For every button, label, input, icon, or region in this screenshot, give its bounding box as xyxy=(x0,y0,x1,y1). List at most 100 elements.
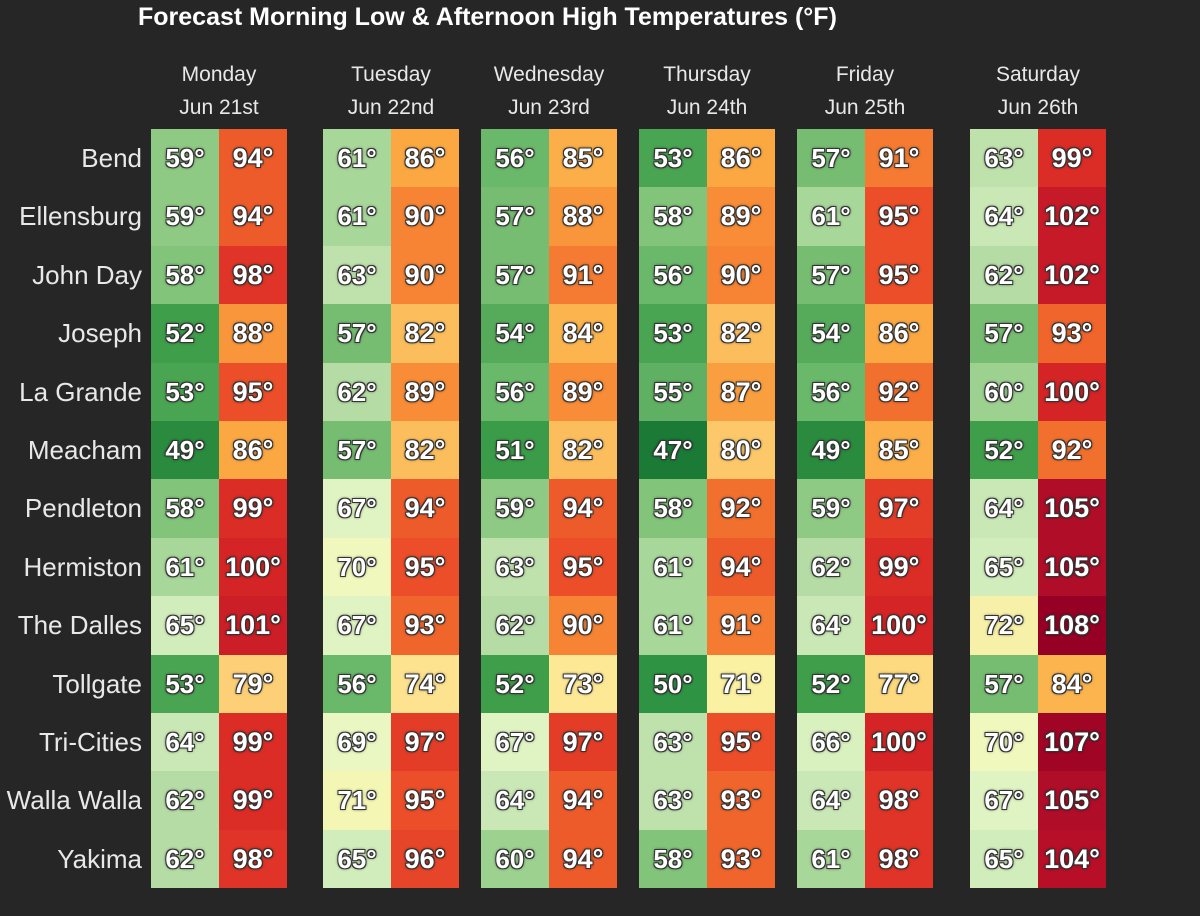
city-label: La Grande xyxy=(19,376,142,407)
low-temp-cell: 67° xyxy=(323,479,391,538)
high-temp-cell: 89° xyxy=(707,187,775,246)
low-temp-cell: 63° xyxy=(639,771,707,830)
low-temp-cell: 53° xyxy=(639,304,707,363)
high-temp-cell: 100° xyxy=(219,537,287,597)
high-temp-cell: 99° xyxy=(219,479,287,538)
low-temp-cell: 58° xyxy=(639,829,707,889)
high-temp-cell: 93° xyxy=(1038,304,1106,363)
high-temp-cell: 102° xyxy=(1038,187,1106,246)
high-temp-cell: 79° xyxy=(219,654,287,713)
high-temp-cell: 105° xyxy=(1038,537,1106,597)
low-temp-cell: 62° xyxy=(323,362,391,421)
low-temp-cell: 56° xyxy=(639,245,707,305)
city-label: John Day xyxy=(32,259,142,290)
high-temp-cell: 94° xyxy=(549,829,617,889)
low-temp-cell: 64° xyxy=(481,771,549,830)
high-temp-cell: 73° xyxy=(549,654,617,713)
high-temp-cell: 90° xyxy=(391,187,459,246)
low-temp-cell: 61° xyxy=(639,596,707,655)
high-temp-cell: 98° xyxy=(865,829,933,889)
day-header: Saturday Jun 26th xyxy=(968,58,1108,124)
high-temp-cell: 104° xyxy=(1038,829,1106,889)
low-temp-cell: 64° xyxy=(797,771,865,830)
low-temp-cell: 56° xyxy=(481,362,549,421)
high-temp-cell: 82° xyxy=(707,304,775,363)
low-temp-cell: 54° xyxy=(481,304,549,363)
day-name: Tuesday xyxy=(351,63,431,86)
chart-title: Forecast Morning Low & Afternoon High Te… xyxy=(138,3,837,31)
low-temp-cell: 47° xyxy=(639,421,707,480)
high-temp-cell: 93° xyxy=(707,829,775,889)
high-temp-cell: 108° xyxy=(1038,596,1106,655)
low-temp-cell: 53° xyxy=(151,654,219,713)
day-header: Monday Jun 21st xyxy=(149,58,289,124)
low-temp-cell: 53° xyxy=(151,362,219,421)
high-temp-cell: 90° xyxy=(707,245,775,305)
low-temp-cell: 59° xyxy=(151,129,219,188)
city-label: Tri-Cities xyxy=(38,727,142,757)
city-label: Walla Walla xyxy=(6,785,142,816)
city-label: Pendleton xyxy=(24,493,142,524)
low-temp-cell: 64° xyxy=(970,187,1038,246)
high-temp-cell: 93° xyxy=(707,771,775,830)
high-temp-cell: 98° xyxy=(865,771,933,830)
low-temp-cell: 57° xyxy=(481,187,549,246)
city-label: Joseph xyxy=(58,318,142,349)
low-temp-cell: 52° xyxy=(797,654,865,713)
high-temp-cell: 97° xyxy=(549,713,617,772)
high-temp-cell: 92° xyxy=(707,479,775,538)
low-temp-cell: 66° xyxy=(797,713,865,772)
low-temp-cell: 57° xyxy=(797,129,865,188)
low-temp-cell: 57° xyxy=(481,245,549,305)
high-temp-cell: 94° xyxy=(549,771,617,830)
high-temp-cell: 97° xyxy=(391,713,459,772)
low-temp-cell: 61° xyxy=(797,187,865,246)
low-temp-cell: 60° xyxy=(970,362,1038,421)
high-temp-cell: 105° xyxy=(1038,479,1106,538)
low-temp-cell: 52° xyxy=(970,421,1038,480)
low-temp-cell: 61° xyxy=(797,829,865,889)
low-temp-cell: 72° xyxy=(970,596,1038,655)
low-temp-cell: 57° xyxy=(797,245,865,305)
low-temp-cell: 50° xyxy=(639,654,707,713)
day-date: Jun 23rd xyxy=(508,96,590,119)
low-temp-cell: 64° xyxy=(151,713,219,772)
city-label: Bend xyxy=(81,143,142,173)
high-temp-cell: 86° xyxy=(391,129,459,188)
day-date: Jun 24th xyxy=(666,96,748,119)
high-temp-cell: 95° xyxy=(865,187,933,246)
city-label: Ellensburg xyxy=(19,201,142,232)
low-temp-cell: 59° xyxy=(151,187,219,246)
low-temp-cell: 62° xyxy=(797,537,865,597)
high-temp-cell: 95° xyxy=(865,245,933,305)
low-temp-cell: 65° xyxy=(970,829,1038,889)
day-header: Friday Jun 25th xyxy=(795,58,935,124)
high-temp-cell: 94° xyxy=(707,537,775,597)
low-temp-cell: 58° xyxy=(151,245,219,305)
high-temp-cell: 74° xyxy=(391,654,459,713)
low-temp-cell: 56° xyxy=(481,129,549,188)
high-temp-cell: 92° xyxy=(1038,421,1106,480)
low-temp-cell: 62° xyxy=(970,245,1038,305)
day-name: Wednesday xyxy=(493,63,605,86)
low-temp-cell: 61° xyxy=(323,187,391,246)
day-date: Jun 26th xyxy=(997,96,1079,119)
high-temp-cell: 82° xyxy=(549,421,617,480)
low-temp-cell: 67° xyxy=(323,596,391,655)
day-name: Thursday xyxy=(663,63,751,86)
low-temp-cell: 53° xyxy=(639,129,707,188)
high-temp-cell: 77° xyxy=(865,654,933,713)
high-temp-cell: 95° xyxy=(707,713,775,772)
day-name: Monday xyxy=(181,63,257,86)
day-date: Jun 25th xyxy=(824,96,906,119)
high-temp-cell: 89° xyxy=(549,362,617,421)
day-name: Saturday xyxy=(995,63,1081,86)
high-temp-cell: 100° xyxy=(1038,362,1106,421)
low-temp-cell: 61° xyxy=(639,537,707,597)
high-temp-cell: 90° xyxy=(391,245,459,305)
high-temp-cell: 91° xyxy=(549,245,617,305)
low-temp-cell: 49° xyxy=(151,421,219,480)
low-temp-cell: 61° xyxy=(323,129,391,188)
high-temp-cell: 98° xyxy=(219,245,287,305)
high-temp-cell: 80° xyxy=(707,421,775,480)
